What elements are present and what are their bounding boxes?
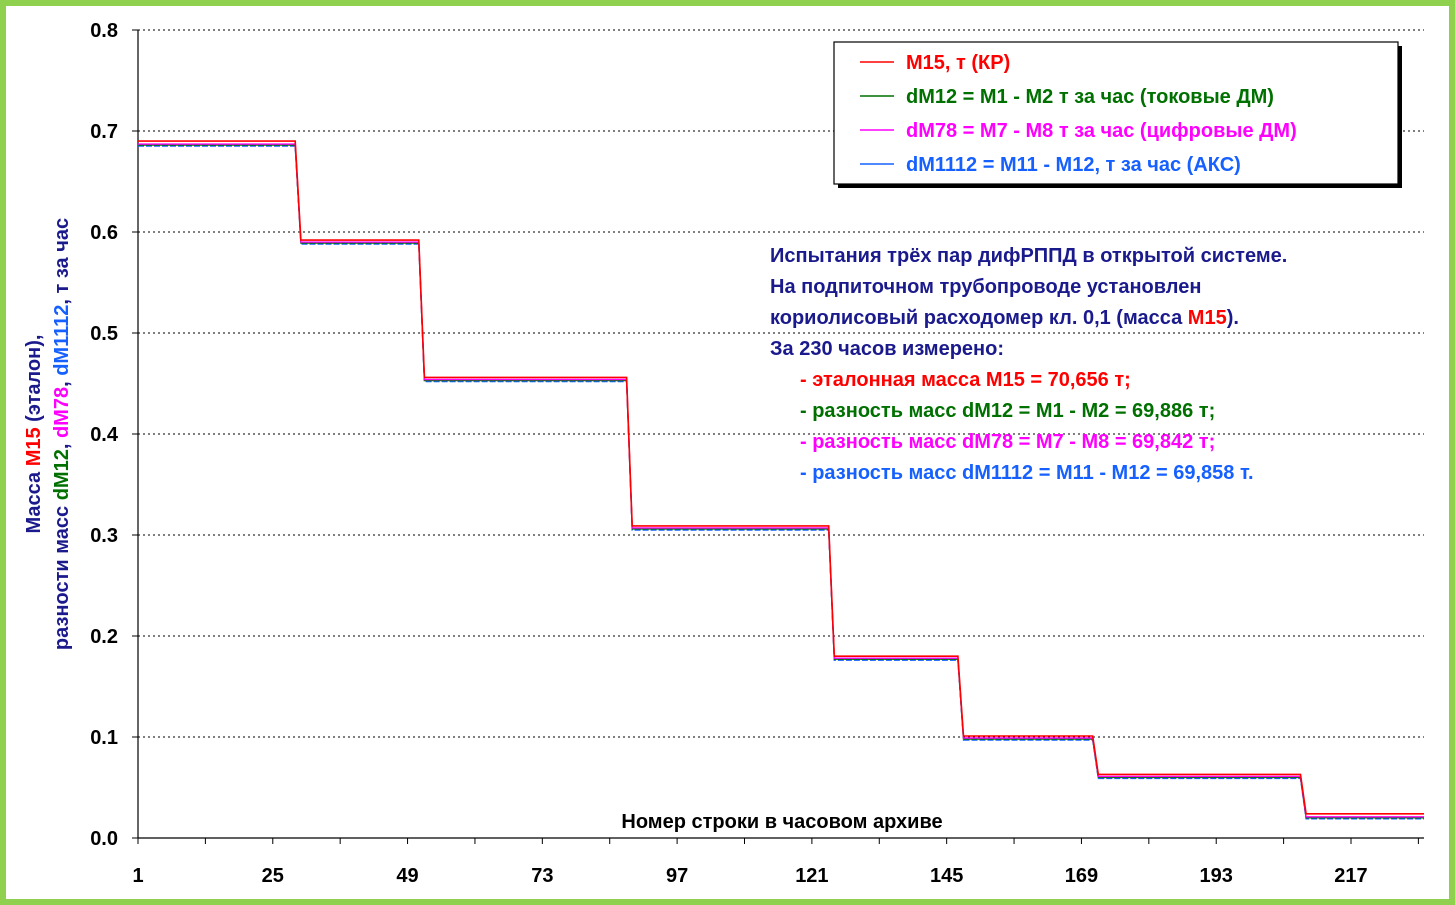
annotation-part: - разность масс dM12 = M1 - M2 = 69,886 … bbox=[800, 400, 1215, 422]
y-axis-title-part: Масса bbox=[23, 466, 45, 533]
y-axis-title-part: dM12 bbox=[51, 449, 73, 500]
y-tick-label: 0.0 bbox=[90, 828, 118, 850]
annotation-part: На подпиточном трубопроводе установлен bbox=[770, 276, 1201, 298]
annotation-line: Испытания трёх пар дифРППД в открытой си… bbox=[770, 245, 1287, 267]
legend bbox=[833, 41, 1399, 185]
annotation-part: кориолисовый расходомер кл. 0,1 (масса bbox=[770, 307, 1188, 329]
legend-label: dM12 = M1 - M2 т за час (токовые ДМ) bbox=[906, 86, 1274, 108]
y-axis-title-part: , т за час bbox=[51, 218, 73, 305]
y-tick-label: 0.4 bbox=[90, 424, 119, 446]
x-axis-title: Номер строки в часовом архиве bbox=[621, 811, 942, 833]
annotation-line: - разность масс dM1112 = M11 - M12 = 69,… bbox=[800, 462, 1254, 484]
y-tick-label: 0.3 bbox=[90, 525, 118, 547]
x-tick-label: 49 bbox=[396, 865, 418, 887]
annotation-line: На подпиточном трубопроводе установлен bbox=[770, 276, 1201, 298]
legend-label: M15, т (КР) bbox=[906, 52, 1010, 74]
annotation-part: - разность масс dM1112 = M11 - M12 = 69,… bbox=[800, 462, 1254, 484]
y-axis-title-part: (эталон), bbox=[23, 335, 45, 428]
y-tick-label: 0.6 bbox=[90, 222, 118, 244]
x-tick-label: 97 bbox=[666, 865, 688, 887]
annotation-part: M15 bbox=[1188, 307, 1227, 329]
y-tick-label: 0.8 bbox=[90, 20, 118, 42]
annotation-part: - разность масс dM78 = M7 - M8 = 69,842 … bbox=[800, 431, 1215, 453]
y-axis-title: Масса M15 (эталон), разности масс dM12, d… bbox=[23, 218, 73, 650]
y-axis-title-part: , bbox=[51, 438, 73, 449]
annotation-part: За 230 часов измерено: bbox=[770, 338, 1004, 360]
x-tick-label: 1 bbox=[132, 865, 143, 887]
x-tick-label: 25 bbox=[262, 865, 284, 887]
y-tick-label: 0.7 bbox=[90, 121, 118, 143]
annotation-line: кориолисовый расходомер кл. 0,1 (масса M… bbox=[770, 307, 1239, 329]
x-tick-label: 121 bbox=[795, 865, 828, 887]
annotation-part: - эталонная масса M15 = 70,656 т; bbox=[800, 369, 1131, 391]
x-tick-label: 193 bbox=[1200, 865, 1233, 887]
x-tick-label: 145 bbox=[930, 865, 963, 887]
y-tick-label: 0.5 bbox=[90, 323, 118, 345]
y-axis-title-part: , bbox=[51, 376, 73, 387]
annotation-line: - разность масс dM78 = M7 - M8 = 69,842 … bbox=[800, 431, 1215, 453]
y-axis-title-part: dM1112 bbox=[51, 305, 73, 376]
annotation-line: - разность масс dM12 = M1 - M2 = 69,886 … bbox=[800, 400, 1215, 422]
y-axis-title-line2: разности масс dM12, dM78, dM1112, т за ч… bbox=[51, 218, 73, 650]
y-tick-label: 0.2 bbox=[90, 626, 118, 648]
x-tick-label: 73 bbox=[531, 865, 553, 887]
legend-label: dM1112 = M11 - M12, т за час (АКС) bbox=[906, 154, 1241, 176]
y-axis-title-part: разности масс bbox=[51, 500, 73, 650]
y-axis-title-part: M15 bbox=[23, 427, 45, 466]
series-line-1 bbox=[138, 140, 1424, 815]
y-tick-label: 0.1 bbox=[90, 727, 118, 749]
legend-label: dM78 = M7 - M8 т за час (цифровые ДМ) bbox=[906, 120, 1297, 142]
x-tick-label: 217 bbox=[1334, 865, 1367, 887]
y-axis-title-line1: Масса M15 (эталон), bbox=[23, 335, 45, 534]
x-tick-label: 169 bbox=[1065, 865, 1098, 887]
annotation-part: Испытания трёх пар дифРППД в открытой си… bbox=[770, 245, 1287, 267]
annotation-part: ). bbox=[1227, 307, 1239, 329]
y-axis-title-part: dM78 bbox=[51, 387, 73, 438]
annotation-line: - эталонная масса M15 = 70,656 т; bbox=[800, 369, 1131, 391]
annotation-line: За 230 часов измерено: bbox=[770, 338, 1004, 360]
